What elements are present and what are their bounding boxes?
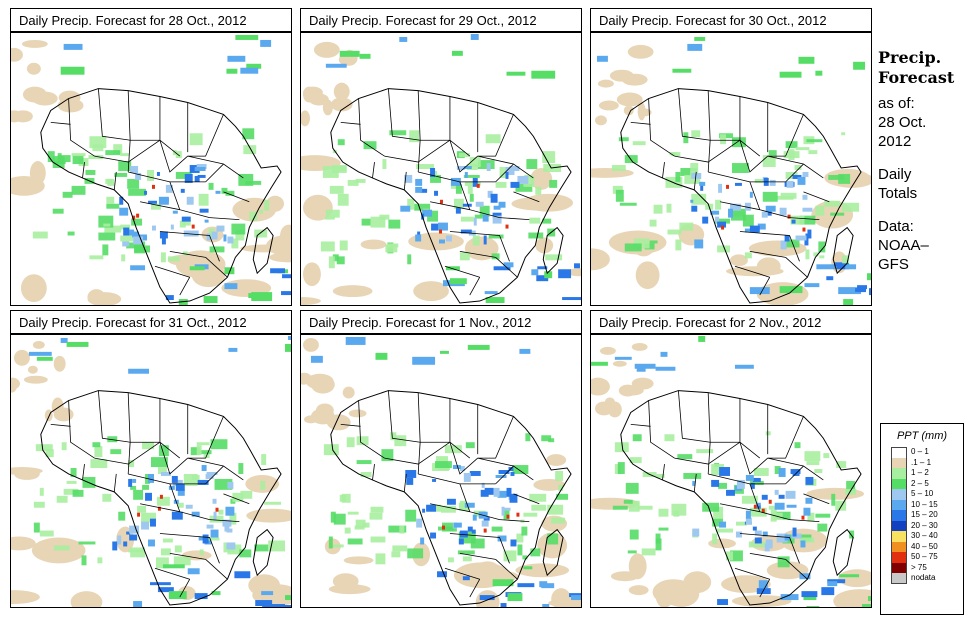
legend-item: 15 – 20	[881, 510, 963, 521]
precip-map	[10, 32, 292, 306]
legend-swatch	[891, 541, 907, 552]
legend-title: PPT (mm)	[896, 430, 948, 442]
legend-item: 20 – 30	[881, 520, 963, 531]
panel-title: Daily Precip. Forecast for 30 Oct., 2012	[590, 8, 872, 32]
precip-map	[590, 334, 872, 608]
legend-swatch	[891, 447, 907, 458]
precip-map	[300, 32, 582, 306]
panel-title: Daily Precip. Forecast for 31 Oct., 2012	[10, 310, 292, 334]
source-line-2: GFS	[878, 256, 909, 273]
legend-item: 30 – 40	[881, 531, 963, 542]
legend-swatch	[891, 552, 907, 563]
heading-line-2: Forecast	[878, 68, 955, 87]
panel-title: Daily Precip. Forecast for 28 Oct., 2012	[10, 8, 292, 32]
date-line-2: 2012	[878, 133, 912, 150]
precip-map	[300, 334, 582, 608]
legend-item: > 75	[881, 562, 963, 573]
legend-label: .1 – 1	[911, 457, 932, 467]
daily-line-2: Totals	[878, 185, 918, 202]
legend-swatch	[891, 562, 907, 573]
legend-label: nodata	[911, 573, 936, 582]
legend-label: 30 – 40	[911, 531, 938, 540]
forecast-panel: Daily Precip. Forecast for 1 Nov., 2012	[300, 310, 582, 608]
legend-swatch	[891, 489, 907, 500]
legend-item: 0 – 1	[881, 447, 963, 458]
legend-swatch	[891, 468, 907, 479]
legend-swatch	[891, 573, 907, 584]
forecast-panel: Daily Precip. Forecast for 29 Oct., 2012	[300, 8, 582, 306]
legend-label: 5 – 10	[911, 489, 934, 498]
precip-map	[10, 334, 292, 608]
legend-label: 2 – 5	[911, 478, 929, 488]
date-line-1: 28 Oct.	[878, 114, 927, 131]
legend-swatch	[891, 457, 907, 468]
precip-map	[590, 32, 872, 306]
legend-item: 50 – 75	[881, 552, 963, 563]
legend-item: 5 – 10	[881, 489, 963, 500]
heading-line-1: Precip.	[878, 48, 942, 67]
as-of-label: as of:	[878, 95, 915, 112]
forecast-panel: Daily Precip. Forecast for 31 Oct., 2012	[10, 310, 292, 608]
legend-label: 40 – 50	[911, 541, 938, 551]
legend-label: 15 – 20	[911, 510, 938, 519]
legend-label: 1 – 2	[911, 468, 929, 477]
panel-title: Daily Precip. Forecast for 29 Oct., 2012	[300, 8, 582, 32]
legend-swatch	[891, 499, 907, 510]
panel-title: Daily Precip. Forecast for 1 Nov., 2012	[300, 310, 582, 334]
legend-label: 50 – 75	[911, 552, 938, 561]
legend-item: 40 – 50	[881, 541, 963, 552]
daily-line-1: Daily	[878, 166, 912, 183]
forecast-panel: Daily Precip. Forecast for 28 Oct., 2012	[10, 8, 292, 306]
forecast-panel: Daily Precip. Forecast for 2 Nov., 2012	[590, 310, 872, 608]
legend-swatch	[891, 510, 907, 521]
side-info: Precip. Forecast as of: 28 Oct. 2012 Dai…	[878, 48, 964, 274]
legend-swatch	[891, 478, 907, 489]
legend-label: > 75	[911, 562, 927, 572]
legend-label: 0 – 1	[911, 447, 929, 456]
data-label: Data:	[878, 218, 914, 235]
legend-item: nodata	[881, 573, 963, 584]
legend-item: 1 – 2	[881, 468, 963, 479]
forecast-panel: Daily Precip. Forecast for 30 Oct., 2012	[590, 8, 872, 306]
legend-label: 10 – 15	[911, 499, 938, 509]
legend-item: 2 – 5	[881, 478, 963, 489]
legend-item: .1 – 1	[881, 457, 963, 468]
legend-swatch	[891, 520, 907, 531]
source-line-1: NOAA–	[878, 237, 929, 254]
legend-label: 20 – 30	[911, 520, 938, 530]
legend-item: 10 – 15	[881, 499, 963, 510]
legend-swatch	[891, 531, 907, 542]
panel-title: Daily Precip. Forecast for 2 Nov., 2012	[590, 310, 872, 334]
